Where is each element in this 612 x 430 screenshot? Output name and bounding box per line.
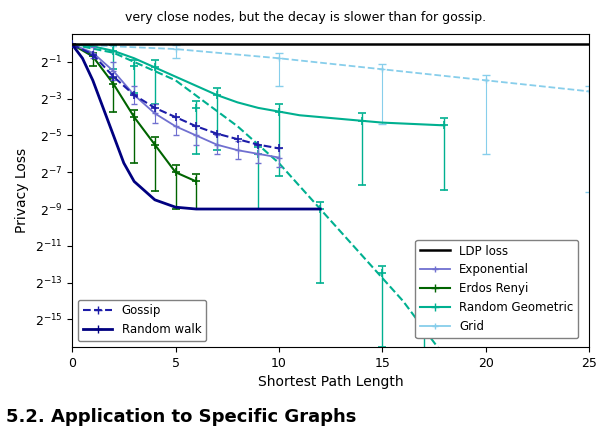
Random walk [275, 206, 283, 212]
Gossip [255, 142, 262, 147]
Legend: LDP loss, Exponential, Erdos Renyi, Random Geometric, Grid: LDP loss, Exponential, Erdos Renyi, Rand… [416, 240, 578, 338]
Random walk [151, 197, 159, 203]
Random walk [255, 206, 262, 212]
Random walk [69, 42, 76, 47]
Gossip [213, 131, 220, 136]
Gossip [193, 124, 200, 129]
Random walk [172, 205, 179, 210]
Y-axis label: Privacy Loss: Privacy Loss [15, 148, 29, 233]
X-axis label: Shortest Path Length: Shortest Path Length [258, 375, 403, 389]
Line: Random walk: Random walk [72, 44, 320, 209]
Gossip [151, 105, 159, 111]
Gossip [89, 52, 97, 57]
LDP loss [69, 41, 76, 46]
Random walk [100, 105, 107, 111]
Random walk [79, 55, 86, 61]
Random walk [316, 206, 324, 212]
Random walk [110, 133, 117, 138]
Gossip [234, 137, 241, 142]
LDP loss [89, 41, 97, 46]
Random walk [120, 160, 127, 166]
Gossip [172, 114, 179, 120]
Gossip [130, 92, 138, 98]
Gossip [275, 146, 283, 151]
Text: very close nodes, but the decay is slower than for gossip.: very close nodes, but the decay is slowe… [125, 11, 487, 24]
Random walk [193, 206, 200, 212]
Random walk [130, 179, 138, 184]
Random walk [296, 206, 304, 212]
Random walk [89, 78, 97, 83]
Random walk [234, 206, 241, 212]
Gossip [110, 74, 117, 79]
Gossip [69, 42, 76, 47]
Line: Gossip: Gossip [68, 40, 283, 153]
Text: 5.2. Application to Specific Graphs: 5.2. Application to Specific Graphs [6, 408, 357, 426]
Random walk [213, 206, 220, 212]
